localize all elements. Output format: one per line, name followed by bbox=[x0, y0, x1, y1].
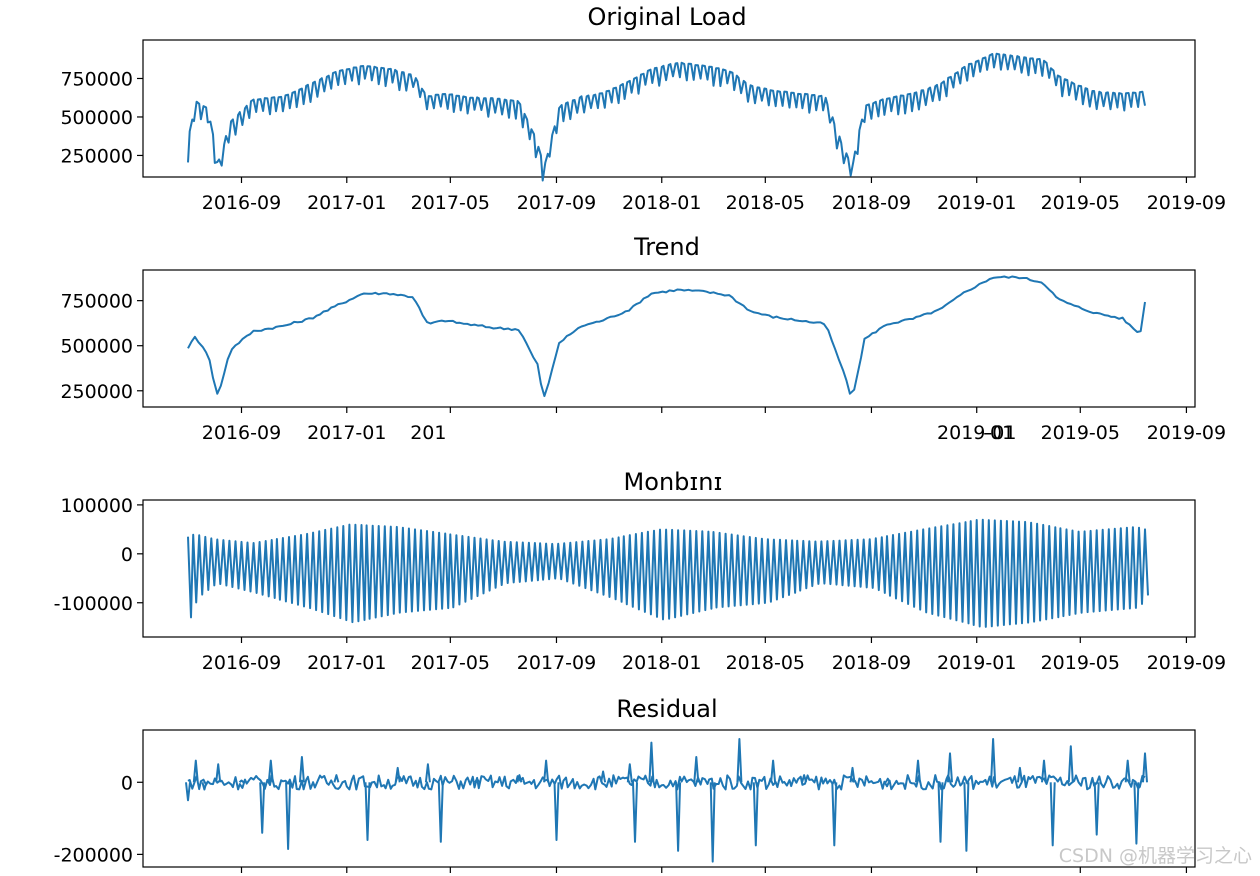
y-tick-label: 750000 bbox=[60, 291, 133, 313]
plot-area bbox=[187, 52, 1146, 182]
x-tick-label: 2017-01 bbox=[307, 652, 386, 674]
x-tick-label: 2018-01 bbox=[622, 192, 701, 214]
x-tick-label: 2017-09 bbox=[517, 652, 596, 674]
chart-title: Trend bbox=[633, 233, 700, 261]
y-tick-label: 250000 bbox=[60, 145, 133, 167]
axes-frame bbox=[142, 729, 1196, 868]
x-tick-label: 2019-09 bbox=[1147, 422, 1226, 444]
y-axis: 250000 500000 750000 bbox=[60, 68, 143, 167]
y-tick-label: -100000 bbox=[54, 593, 133, 615]
x-tick-label: 2018-09 bbox=[832, 652, 911, 674]
x-tick-label: 2016-09 bbox=[202, 652, 281, 674]
y-tick-label: 0 bbox=[121, 772, 133, 794]
chart-title: Residual bbox=[616, 695, 717, 723]
series-line bbox=[187, 275, 1146, 398]
x-tick-label: 2017-01 bbox=[307, 422, 386, 444]
x-tick-label: 2017-05 bbox=[411, 192, 490, 214]
x-tick-label-partial: 201 bbox=[410, 422, 446, 444]
x-tick-label: 2019-01 bbox=[937, 192, 1016, 214]
y-tick-label: 0 bbox=[121, 544, 133, 566]
plot-area bbox=[187, 275, 1146, 398]
x-tick-label: 2019-09 bbox=[1147, 192, 1226, 214]
chart-title: Monbɪnɪ bbox=[624, 468, 723, 496]
x-axis bbox=[240, 867, 1188, 873]
axes-frame bbox=[142, 39, 1196, 178]
y-axis: 250000 500000 750000 bbox=[60, 291, 143, 403]
series-line bbox=[187, 518, 1149, 628]
x-tick-label-partial: -01 bbox=[983, 422, 1014, 444]
axes-frame bbox=[142, 269, 1196, 408]
x-tick-label: 2019-05 bbox=[1041, 192, 1120, 214]
y-tick-label: 500000 bbox=[60, 107, 133, 129]
plot-area bbox=[187, 518, 1149, 628]
x-tick-label: 2018-01 bbox=[622, 652, 701, 674]
series-line bbox=[187, 52, 1146, 182]
panel-residual: Residual -200000 0 bbox=[54, 695, 1196, 873]
x-axis: 2016-09 2017-01 2017-05 2017-09 2018-01 2018-… bbox=[202, 637, 1226, 674]
x-tick-label: 2018-05 bbox=[726, 192, 805, 214]
watermark: CSDN @机器学习之心 bbox=[1059, 845, 1252, 867]
x-tick-label: 2017-01 bbox=[307, 192, 386, 214]
x-axis: 2016-09 2017-01 2019-01 2019-05 2019-09 201 -0… bbox=[202, 407, 1226, 444]
y-tick-label: 750000 bbox=[60, 68, 133, 90]
x-tick-label: 2019-05 bbox=[1041, 652, 1120, 674]
x-tick-label: 2017-05 bbox=[411, 652, 490, 674]
plot-area bbox=[185, 738, 1148, 863]
x-tick-label: 2017-09 bbox=[517, 192, 596, 214]
x-axis: 2016-09 2017-01 2017-05 2017-09 2018-01 2018-… bbox=[202, 177, 1226, 214]
x-tick-label: 2019-01 bbox=[937, 422, 1016, 444]
axes-frame bbox=[142, 499, 1196, 638]
x-tick-label: 2019-05 bbox=[1041, 422, 1120, 444]
panel-original-load: Original Load 250000 500000 750000 2016-09… bbox=[60, 3, 1226, 214]
x-tick-label: 2016-09 bbox=[202, 192, 281, 214]
y-tick-label: -200000 bbox=[54, 844, 133, 866]
y-tick-label: 100000 bbox=[60, 495, 133, 517]
series-line bbox=[185, 738, 1148, 863]
chart-title: Original Load bbox=[587, 3, 746, 31]
x-tick-label: 2019-09 bbox=[1147, 652, 1226, 674]
y-tick-label: 250000 bbox=[60, 381, 133, 403]
x-tick-label: 2019-01 bbox=[937, 652, 1016, 674]
x-tick-label: 2018-05 bbox=[726, 652, 805, 674]
y-tick-label: 500000 bbox=[60, 336, 133, 358]
y-axis: -100000 0 100000 bbox=[54, 495, 143, 615]
x-tick-label: 2016-09 bbox=[202, 422, 281, 444]
y-axis: -200000 0 bbox=[54, 772, 143, 866]
x-tick-label: 2018-09 bbox=[832, 192, 911, 214]
